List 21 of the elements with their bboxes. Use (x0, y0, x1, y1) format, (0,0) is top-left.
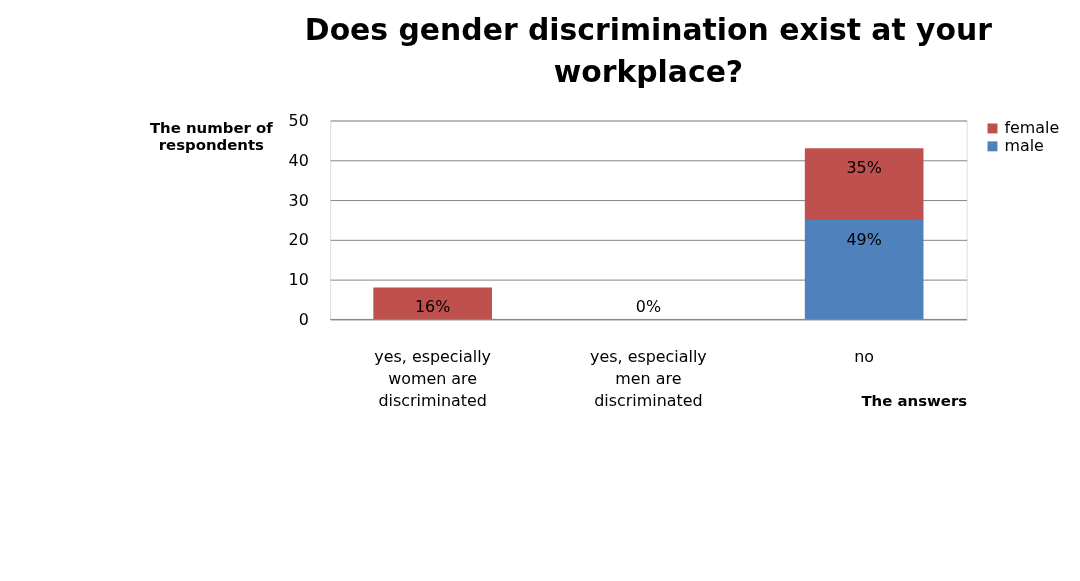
bar (373, 287, 492, 320)
bar (804, 148, 924, 220)
x-tick-label: yes, especially women are discriminated (374, 347, 492, 410)
x-axis-title: The answers (861, 392, 968, 411)
y-axis-title: The number of respondents (149, 118, 274, 154)
annotation: 16% (414, 297, 451, 317)
annotation: 49% (846, 229, 882, 249)
y-tick-label: 50 (288, 110, 309, 130)
annotation: 35% (846, 158, 882, 178)
y-tick-label: 30 (288, 190, 309, 210)
legend-label: male (1004, 136, 1044, 156)
y-tick-label: 40 (288, 150, 309, 170)
legend-label: female (1004, 118, 1060, 138)
y-tick-label: 10 (288, 270, 309, 290)
chart-title: Does gender discrimination exist at your workplace? (304, 11, 993, 89)
bar (804, 219, 924, 320)
y-tick-label: 20 (288, 230, 309, 250)
x-tick-label: no (854, 347, 875, 367)
x-tick-label: yes, especially men are discriminated (590, 347, 707, 410)
y-tick-label: 0 (298, 309, 309, 329)
annotation: 0% (635, 297, 662, 317)
